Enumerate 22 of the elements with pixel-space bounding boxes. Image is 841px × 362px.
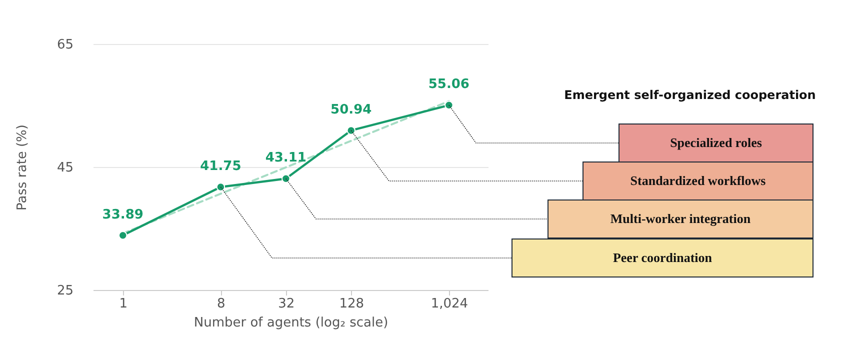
y-axis-title: Pass rate (%) bbox=[14, 124, 30, 210]
text: Emergent self-organized cooperation bbox=[564, 88, 816, 102]
text: Standardized workflows bbox=[630, 173, 766, 188]
data-label: 33.89 bbox=[102, 207, 144, 222]
y-tick-label: 45 bbox=[56, 160, 74, 176]
point bbox=[444, 100, 454, 110]
data-label: 43.11 bbox=[265, 150, 306, 166]
x-tick-label: 128 bbox=[339, 296, 364, 312]
data-label: 50.94 bbox=[330, 102, 372, 118]
data-label: 55.06 bbox=[428, 77, 470, 92]
point bbox=[282, 174, 290, 183]
data-label: 41.75 bbox=[200, 158, 242, 174]
y-tick-label: 25 bbox=[56, 284, 74, 298]
x-axis-title: Number of agents (log₂ scale) bbox=[194, 316, 388, 330]
x-tick-label: 1,024 bbox=[430, 296, 468, 312]
x-tick-label: 32 bbox=[278, 296, 295, 312]
x-tick-label: 8 bbox=[217, 296, 226, 312]
x-tick-label: 1 bbox=[119, 296, 128, 312]
text: Peer coordination bbox=[612, 250, 713, 265]
text: Specialized roles bbox=[670, 135, 762, 150]
text: Multi-worker integration bbox=[610, 211, 752, 226]
y-tick-label: 65 bbox=[56, 38, 74, 52]
